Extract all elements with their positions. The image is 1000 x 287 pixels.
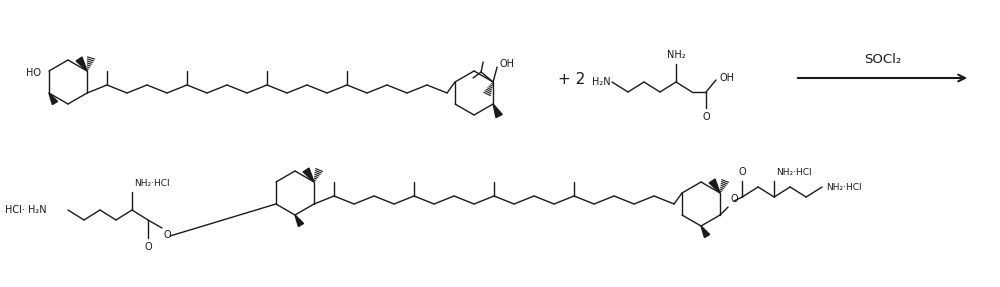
Text: O: O [738, 167, 746, 177]
Polygon shape [295, 215, 304, 226]
Text: NH₂·HCl: NH₂·HCl [134, 179, 170, 188]
Text: O: O [730, 194, 738, 204]
Polygon shape [701, 226, 710, 238]
Text: OH: OH [499, 59, 514, 69]
Text: H₂N: H₂N [592, 77, 611, 87]
Text: NH₂·HCl: NH₂·HCl [776, 168, 812, 177]
Text: SOCl₂: SOCl₂ [864, 53, 901, 66]
Polygon shape [49, 93, 58, 104]
Polygon shape [709, 179, 720, 193]
Polygon shape [493, 104, 502, 118]
Text: HO: HO [26, 68, 41, 78]
Text: O: O [144, 242, 152, 252]
Text: NH₂: NH₂ [667, 50, 685, 60]
Text: OH: OH [719, 73, 734, 83]
Text: NH₂·HCl: NH₂·HCl [826, 183, 862, 191]
Text: + 2: + 2 [558, 73, 585, 88]
Text: O: O [164, 230, 172, 240]
Text: HCl· H₂N: HCl· H₂N [5, 205, 47, 215]
Polygon shape [303, 168, 314, 182]
Polygon shape [76, 57, 87, 71]
Text: O: O [702, 112, 710, 122]
